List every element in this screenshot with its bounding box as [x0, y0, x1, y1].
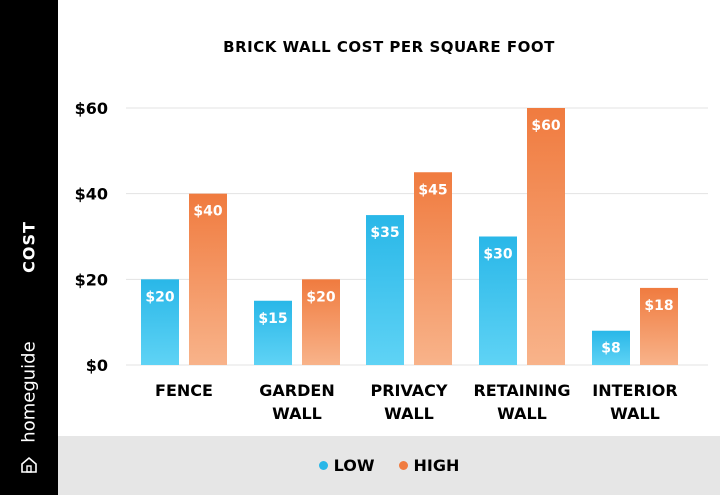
legend-swatch-low [318, 461, 328, 470]
bar-high [189, 193, 227, 365]
data-label-high: $60 [531, 118, 560, 134]
bar-high [302, 279, 340, 365]
legend-swatch-high [398, 461, 408, 470]
house-icon [21, 456, 37, 473]
bar-high [527, 108, 565, 365]
chart-title: BRICK WALL COST PER SQUARE FOOT [223, 38, 555, 56]
data-label-high: $18 [644, 298, 673, 314]
x-tick-label: FENCE [155, 381, 213, 400]
bar-chart: BRICK WALL COST PER SQUARE FOOT $0 $20 $40 $… [75, 38, 708, 423]
legend-item-low: LOW [318, 456, 375, 475]
bar-low [141, 279, 179, 365]
data-label-high: $45 [418, 182, 447, 198]
legend: LOW HIGH [58, 436, 720, 495]
data-label-high: $20 [306, 289, 335, 305]
bar-high [640, 287, 678, 365]
x-tick-label: WALL [384, 404, 434, 423]
bar-low [592, 330, 630, 365]
data-label-high: $40 [193, 204, 222, 220]
data-label-low: $35 [370, 225, 399, 241]
legend-label-high: HIGH [413, 456, 460, 475]
y-tick-label: $60 [75, 99, 108, 118]
bar-low [366, 215, 404, 365]
brand-logo-text: homeguide [18, 341, 40, 443]
bar-low [479, 236, 517, 365]
bar-low [254, 300, 292, 365]
x-tick-label: GARDEN [259, 381, 334, 400]
x-tick-label: INTERIOR [592, 381, 677, 400]
data-label-low: $8 [601, 341, 620, 357]
data-label-low: $30 [483, 247, 512, 263]
y-tick-label: $0 [86, 356, 108, 375]
y-tick-label: $40 [75, 185, 108, 204]
x-tick-label: WALL [272, 404, 322, 423]
x-tick-label: PRIVACY [370, 381, 447, 400]
bar-high [414, 172, 452, 365]
data-label-low: $20 [145, 289, 174, 305]
x-tick-label: WALL [497, 404, 547, 423]
sidebar: COST homeguide [0, 0, 58, 495]
x-tick-label: WALL [610, 404, 660, 423]
y-axis-label: COST [19, 221, 39, 273]
y-tick-label: $20 [75, 270, 108, 289]
data-label-low: $15 [258, 311, 287, 327]
x-tick-label: RETAINING [473, 381, 570, 400]
legend-item-high: HIGH [398, 456, 460, 475]
legend-label-low: LOW [333, 456, 375, 475]
